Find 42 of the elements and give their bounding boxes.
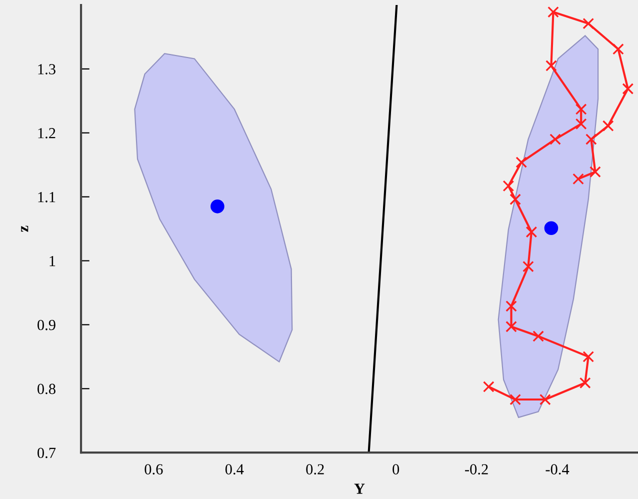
point: [550, 134, 561, 145]
point: [622, 83, 634, 94]
x-tick-label: 0.2: [306, 464, 324, 475]
y-tick-label: 1: [50, 256, 56, 266]
point: [572, 173, 584, 185]
point: [585, 134, 597, 145]
x-axis-title: Y: [354, 484, 365, 494]
x-tick-label: 0.4: [225, 464, 244, 475]
point: [582, 350, 594, 362]
y-tick-label: 1.1: [38, 192, 56, 202]
point: [526, 226, 538, 238]
y-tick-label: 0.7: [38, 448, 56, 458]
point: [506, 300, 517, 312]
point: [502, 180, 514, 192]
x-tick-label: 0: [392, 464, 400, 474]
y-tick-label: 0.8: [38, 384, 56, 394]
point: [602, 120, 614, 132]
point: [510, 194, 521, 206]
point: [482, 381, 494, 392]
point: [575, 118, 587, 130]
point: [522, 260, 534, 272]
point: [579, 377, 591, 389]
y-tick-label: 0.9: [38, 320, 56, 330]
point: [532, 330, 544, 342]
y-tick-label: 1.3: [38, 64, 56, 74]
point: [575, 104, 587, 115]
point: [510, 394, 521, 406]
x-tick-label: -0.4: [546, 464, 570, 475]
point: [590, 166, 601, 178]
point: [548, 6, 559, 18]
point: [210, 200, 224, 214]
y-tick-label: 1.2: [38, 128, 56, 138]
point: [516, 156, 528, 168]
point: [506, 320, 517, 332]
point: [612, 43, 624, 55]
x-tick-label: -0.2: [465, 464, 488, 475]
point: [582, 18, 594, 30]
x-tick-label: 0.6: [144, 464, 163, 475]
point: [544, 221, 558, 236]
point: [546, 60, 557, 72]
point: [539, 394, 551, 406]
y-axis-title: z: [21, 226, 28, 232]
